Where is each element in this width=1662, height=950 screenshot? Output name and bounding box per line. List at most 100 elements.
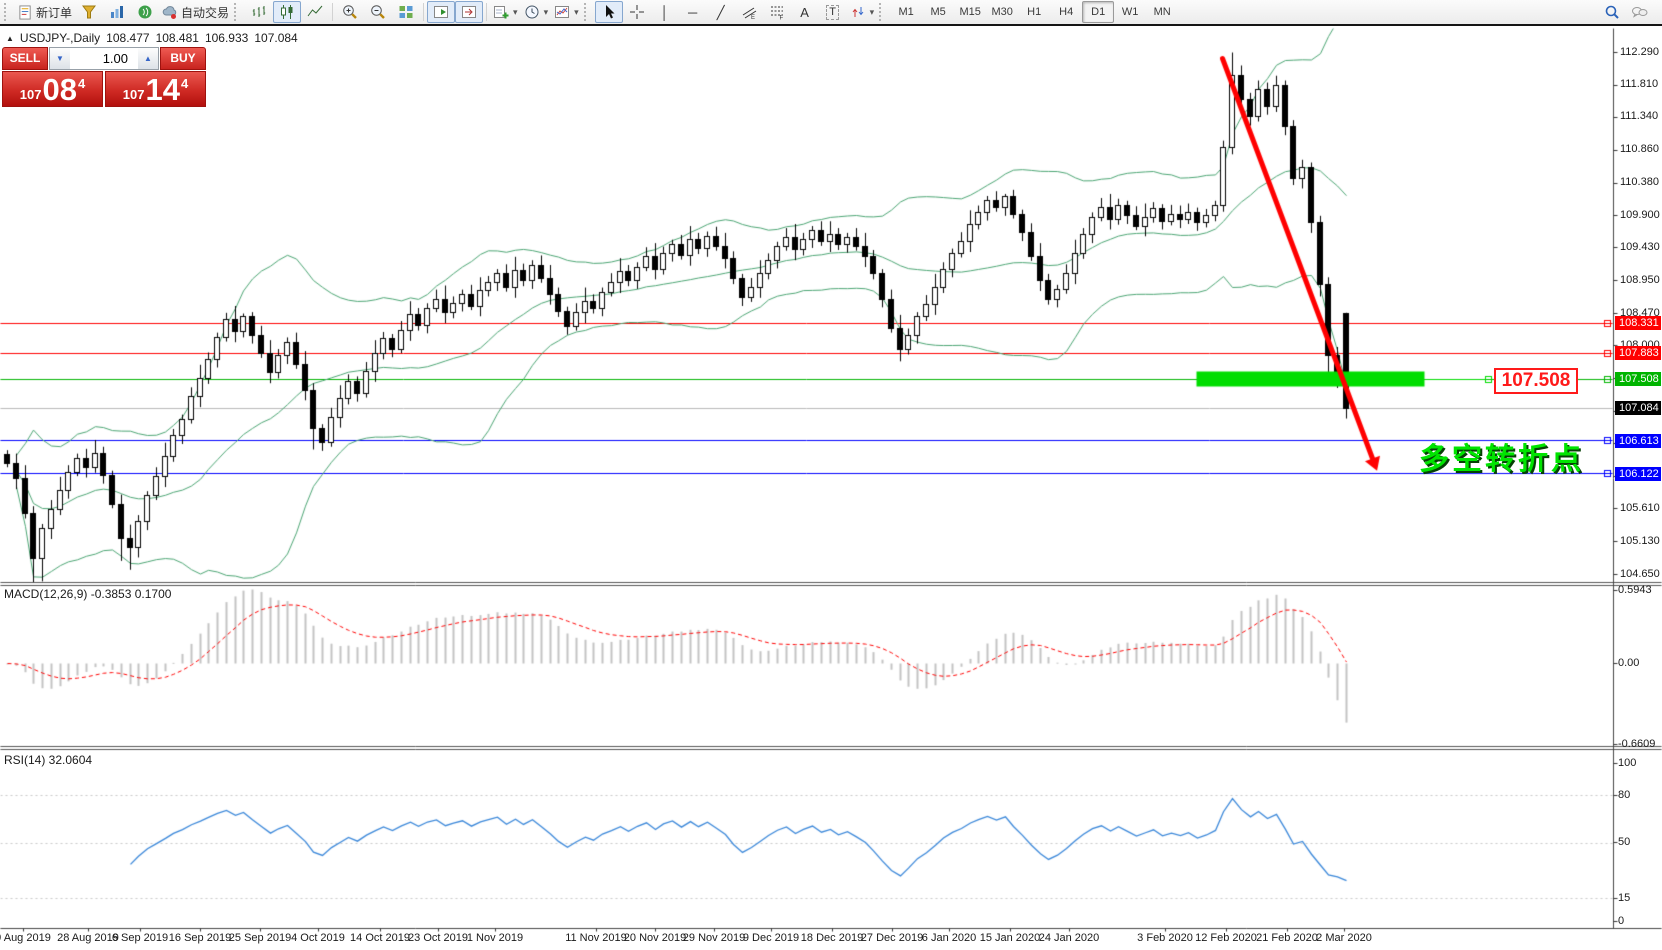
buy-price-box[interactable]: 107 14 4 bbox=[105, 71, 206, 107]
turning-point-annotation: 多空转折点 bbox=[1419, 443, 1584, 476]
autotrading-label: 自动交易 bbox=[181, 5, 230, 20]
sell-price-box[interactable]: 107 08 4 bbox=[2, 71, 103, 107]
text-label-button[interactable]: T bbox=[819, 1, 847, 23]
zoom-out-icon bbox=[371, 5, 385, 19]
tf-mn-button[interactable]: MN bbox=[1153, 6, 1171, 18]
zoom-in-button[interactable] bbox=[336, 1, 364, 23]
volume-decrease-button[interactable]: ▼ bbox=[50, 48, 70, 69]
period-button[interactable]: ▾ bbox=[521, 1, 552, 23]
caret-down-icon: ▾ bbox=[574, 6, 579, 17]
cursor-button[interactable] bbox=[594, 1, 623, 23]
search-button[interactable] bbox=[1598, 1, 1626, 23]
text-button[interactable]: A bbox=[791, 1, 819, 23]
auto-scroll-button[interactable] bbox=[427, 1, 456, 23]
horizontal-line-button[interactable]: ─ bbox=[679, 1, 707, 23]
chat-icon bbox=[1632, 7, 1648, 18]
oneclick-collapse-icon[interactable]: ▲ bbox=[6, 33, 14, 43]
buy-price-pips: 14 bbox=[145, 72, 180, 107]
sell-price-pips: 08 bbox=[42, 72, 77, 107]
vertical-line-button[interactable]: │ bbox=[651, 1, 679, 23]
svg-text:E: E bbox=[751, 15, 755, 20]
toolbar-grip[interactable] bbox=[4, 3, 11, 21]
bar-chart-icon bbox=[252, 6, 266, 17]
crosshair-button[interactable] bbox=[623, 1, 651, 23]
toolbar-grip[interactable] bbox=[583, 3, 591, 21]
crosshair-icon bbox=[629, 5, 644, 19]
sell-price-base: 107 bbox=[19, 87, 42, 102]
tile-windows-button[interactable] bbox=[392, 1, 420, 23]
arrows-icon bbox=[852, 7, 864, 17]
tf-m1-button[interactable]: M1 bbox=[898, 6, 914, 18]
vertical-line-icon: │ bbox=[660, 4, 669, 20]
caret-down-icon: ▾ bbox=[513, 6, 518, 17]
tf-d1-button[interactable]: D1 bbox=[1082, 1, 1115, 23]
line-chart-icon bbox=[307, 5, 323, 17]
buy-price-base: 107 bbox=[122, 87, 145, 102]
tf-h4-button[interactable]: H4 bbox=[1059, 6, 1074, 18]
signals-button[interactable] bbox=[131, 1, 159, 23]
candlestick-chart-button[interactable] bbox=[273, 1, 302, 23]
macd-label: MACD(12,26,9) -0.3853 0.1700 bbox=[4, 587, 172, 601]
tf-m15-button[interactable]: M15 bbox=[959, 6, 981, 18]
search-icon bbox=[1605, 5, 1619, 19]
trendline-button[interactable]: ╱ bbox=[707, 1, 735, 23]
line-chart-button[interactable] bbox=[301, 1, 329, 23]
sell-price-fraction: 4 bbox=[77, 76, 86, 91]
rsi-label: RSI(14) 32.0604 bbox=[4, 753, 93, 767]
funnel-icon bbox=[82, 5, 97, 19]
new-chart-icon bbox=[494, 6, 509, 19]
tf-m5-button[interactable]: M5 bbox=[930, 6, 946, 18]
compile-button[interactable] bbox=[75, 1, 103, 23]
chart-header: ▲ USDJPY-,Daily 108.477 108.481 106.933 … bbox=[6, 31, 298, 45]
autotrading-icon bbox=[162, 6, 177, 19]
arrows-button[interactable]: ▾ bbox=[847, 1, 878, 23]
text-label-icon: T bbox=[826, 4, 839, 20]
buy-button[interactable]: BUY bbox=[160, 47, 206, 70]
horizontal-line-icon: ─ bbox=[688, 4, 698, 20]
tf-m30-button[interactable]: M30 bbox=[991, 6, 1013, 18]
toolbar-grip[interactable] bbox=[879, 3, 886, 21]
chart-high: 108.481 bbox=[155, 31, 199, 45]
fibonacci-icon: F bbox=[770, 6, 783, 21]
toolbar: 新订单 自动交易 ▾ ▾ bbox=[0, 0, 1662, 26]
profiles-icon bbox=[111, 6, 124, 18]
volume-stepper: ▼ ▲ bbox=[49, 47, 159, 70]
tile-windows-icon bbox=[399, 6, 413, 18]
clock-icon bbox=[525, 5, 539, 19]
tf-h1-button[interactable]: H1 bbox=[1027, 6, 1042, 18]
chart-close: 107.084 bbox=[254, 31, 298, 45]
channel-button[interactable]: E bbox=[735, 1, 763, 23]
sell-button[interactable]: SELL bbox=[2, 47, 48, 70]
chart-shift-button[interactable] bbox=[455, 1, 484, 23]
toolbar-grip[interactable] bbox=[234, 3, 241, 21]
profiles-button[interactable] bbox=[103, 1, 131, 23]
caret-down-icon: ▾ bbox=[543, 6, 549, 17]
chart-low: 106.933 bbox=[204, 31, 249, 45]
chart-symbol-period: USDJPY-,Daily bbox=[19, 31, 101, 45]
trendline-icon: ╱ bbox=[716, 4, 725, 20]
autotrading-button[interactable]: 自动交易 bbox=[159, 1, 232, 23]
candlestick-chart-icon bbox=[281, 5, 293, 19]
new-chart-button[interactable]: ▾ bbox=[490, 1, 521, 23]
bar-chart-button[interactable] bbox=[245, 1, 273, 23]
volume-increase-button[interactable]: ▲ bbox=[138, 48, 158, 69]
cursor-icon bbox=[605, 5, 615, 19]
text-icon: A bbox=[800, 4, 809, 20]
tf-w1-button[interactable]: W1 bbox=[1121, 6, 1139, 18]
indicators-icon bbox=[555, 6, 570, 18]
new-order-label: 新订单 bbox=[36, 5, 73, 20]
zoom-in-icon bbox=[343, 5, 357, 19]
svg-text:F: F bbox=[779, 16, 783, 21]
new-order-button[interactable]: 新订单 bbox=[15, 1, 75, 23]
buy-price-fraction: 4 bbox=[180, 76, 189, 91]
chart-shift-icon bbox=[462, 6, 477, 18]
level-price-box: 107.508 bbox=[1494, 368, 1578, 394]
chat-button[interactable] bbox=[1626, 1, 1654, 23]
new-order-icon bbox=[19, 4, 31, 20]
zoom-out-button[interactable] bbox=[364, 1, 392, 23]
fibonacci-button[interactable]: F bbox=[763, 1, 791, 23]
indicators-button[interactable]: ▾ bbox=[551, 1, 582, 23]
volume-input[interactable] bbox=[70, 48, 138, 69]
